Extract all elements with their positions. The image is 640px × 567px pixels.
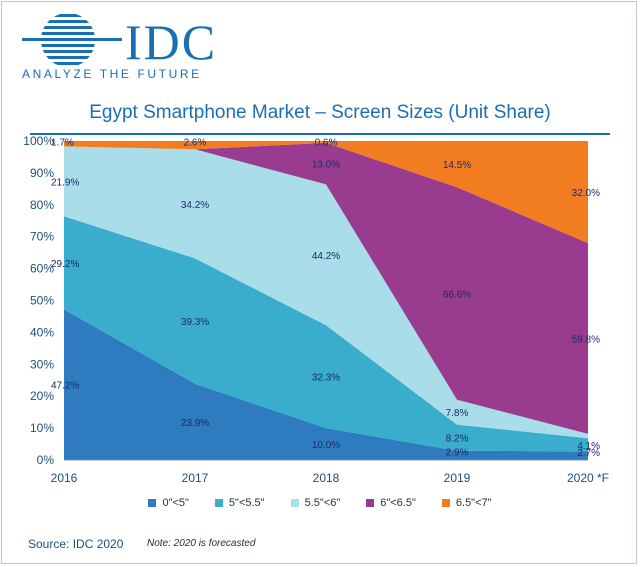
legend-swatch xyxy=(441,499,450,507)
legend-item-5to55: 5"<5.5" xyxy=(214,497,265,509)
data-label-lt5: 23.9% xyxy=(181,418,209,429)
idc-logo: IDC ANALYZE THE FUTURE xyxy=(22,12,222,82)
legend-label: 6.5"<7" xyxy=(455,497,492,509)
data-label-5to55: 8.2% xyxy=(446,434,469,445)
data-label-65to7: 32.0% xyxy=(572,188,600,199)
y-tick-label: 30% xyxy=(30,357,54,371)
y-tick-label: 50% xyxy=(30,294,54,308)
area-65to7 xyxy=(64,141,588,244)
x-tick-label: 2017 xyxy=(182,471,209,485)
y-tick-label: 70% xyxy=(30,230,54,244)
legend-swatch xyxy=(366,499,375,507)
data-label-55to6: 44.2% xyxy=(312,251,340,262)
legend-item-65to7: 6.5"<7" xyxy=(441,497,492,509)
x-tick-label: 2020 *F xyxy=(567,471,609,485)
legend-label: 0"<5" xyxy=(162,497,189,509)
data-label-5to55: 32.3% xyxy=(312,373,340,384)
y-tick-label: 40% xyxy=(30,325,54,339)
globe-icon xyxy=(22,14,122,65)
data-label-65to7: 2.6% xyxy=(184,138,207,149)
legend-swatch xyxy=(214,499,223,507)
data-label-55to6: 34.2% xyxy=(181,200,209,211)
legend-item-6to65: 6"<6.5" xyxy=(366,497,416,509)
x-tick-label: 2019 xyxy=(444,471,471,485)
data-label-55to6: 7.8% xyxy=(446,408,469,419)
data-label-6to65: 59.8% xyxy=(572,334,600,345)
chart-title: Egypt Smartphone Market – Screen Sizes (… xyxy=(89,102,551,123)
data-label-65to7: 1.7% xyxy=(51,138,74,149)
data-label-6to65: 66.6% xyxy=(443,289,471,300)
data-label-lt5: 47.2% xyxy=(51,381,79,392)
title-divider xyxy=(30,133,610,135)
y-tick-label: 20% xyxy=(30,389,54,403)
y-tick-label: 0% xyxy=(37,453,55,467)
data-label-6to65: 13.0% xyxy=(312,160,340,171)
data-label-5to55: 39.3% xyxy=(181,317,209,328)
area-6to65 xyxy=(64,142,588,434)
legend-item-55to6: 5.5"<6" xyxy=(290,497,341,509)
legend-swatch xyxy=(290,499,299,507)
area-5to55 xyxy=(64,216,588,452)
legend-label: 5.5"<6" xyxy=(304,497,341,509)
legend-label: 6"<6.5" xyxy=(380,497,416,509)
data-label-lt5: 2.9% xyxy=(446,447,469,458)
x-tick-label: 2018 xyxy=(313,471,340,485)
y-tick-label: 100% xyxy=(23,134,54,148)
logo-wordmark: IDC xyxy=(125,14,218,70)
y-tick-label: 60% xyxy=(30,262,54,276)
data-label-65to7: 0.6% xyxy=(315,138,338,149)
area-55to6 xyxy=(64,146,588,439)
data-label-lt5: 2.7% xyxy=(577,448,600,459)
forecast-note: Note: 2020 is forecasted xyxy=(147,538,256,549)
x-tick-label: 2016 xyxy=(51,471,78,485)
data-label-65to7: 14.5% xyxy=(443,160,471,171)
logo-tagline: ANALYZE THE FUTURE xyxy=(22,67,202,81)
source-note: Source: IDC 2020 xyxy=(28,537,124,551)
legend-item-lt5: 0"<5" xyxy=(148,497,189,509)
area-lt5 xyxy=(64,309,588,460)
data-label-lt5: 10.0% xyxy=(312,440,340,451)
data-label-5to55: 4.1% xyxy=(577,441,600,452)
y-tick-label: 90% xyxy=(30,166,54,180)
legend-swatch xyxy=(148,499,157,507)
data-label-5to55: 29.2% xyxy=(51,259,79,270)
y-tick-label: 80% xyxy=(30,198,54,212)
legend-label: 5"<5.5" xyxy=(228,497,265,509)
data-label-55to6: 21.9% xyxy=(51,177,79,188)
chart-legend: 0"<5" 5"<5.5" 5.5"<6" 6"<6.5" 6.5"<7" xyxy=(0,497,640,509)
y-tick-label: 10% xyxy=(30,421,54,435)
